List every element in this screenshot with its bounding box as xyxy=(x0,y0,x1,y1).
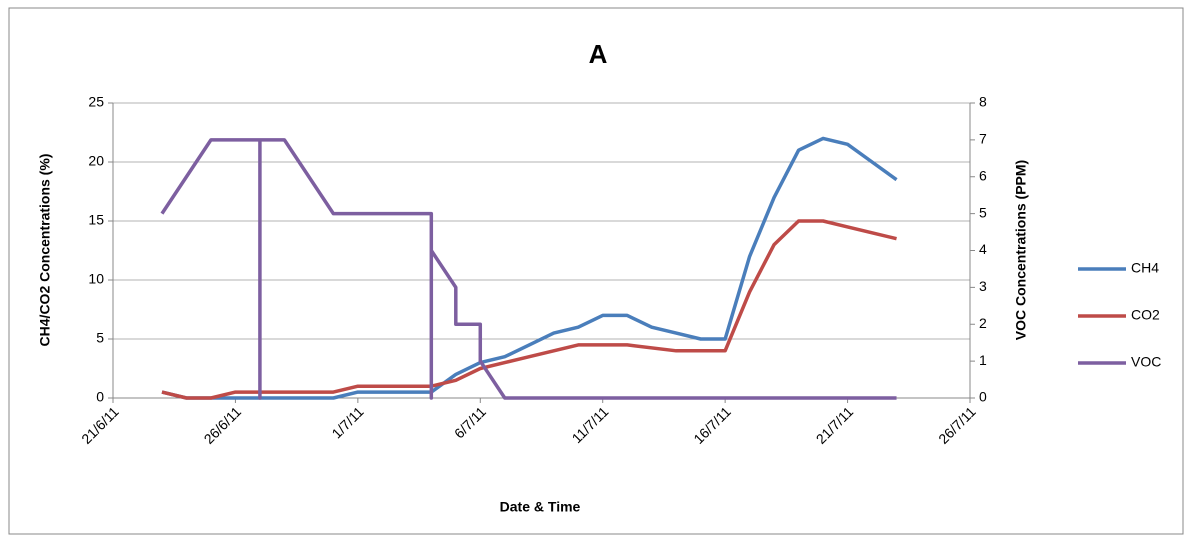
legend-label: VOC xyxy=(1131,354,1161,370)
chart-title: A xyxy=(589,39,608,69)
legend-label: CH4 xyxy=(1131,260,1159,276)
y-axis-title: CH4/CO2 Concentrations (%) xyxy=(37,154,53,347)
y2-tick-label: 8 xyxy=(979,94,987,110)
y2-tick-label: 1 xyxy=(979,352,987,368)
y-tick-label: 5 xyxy=(96,330,104,346)
y-tick-label: 15 xyxy=(88,212,104,228)
y-tick-label: 10 xyxy=(88,271,104,287)
legend-label: CO2 xyxy=(1131,307,1160,323)
y-tick-label: 0 xyxy=(96,389,104,405)
y2-tick-label: 5 xyxy=(979,204,987,220)
series-line xyxy=(161,136,898,400)
y2-tick-label: 3 xyxy=(979,278,987,294)
y2-tick-label: 7 xyxy=(979,131,987,147)
y2-tick-label: 6 xyxy=(979,167,987,183)
y2-tick-label: 0 xyxy=(979,389,987,405)
x-axis-title: Date & Time xyxy=(500,499,581,515)
y2-axis-title: VOC Concentrations (PPM) xyxy=(1013,160,1029,340)
y-tick-label: 20 xyxy=(88,153,104,169)
series-line xyxy=(160,138,897,400)
series-line xyxy=(161,219,897,400)
y-tick-label: 25 xyxy=(88,94,104,110)
y2-tick-label: 2 xyxy=(979,315,987,331)
y2-tick-label: 4 xyxy=(979,241,987,257)
chart-frame xyxy=(8,7,1184,535)
